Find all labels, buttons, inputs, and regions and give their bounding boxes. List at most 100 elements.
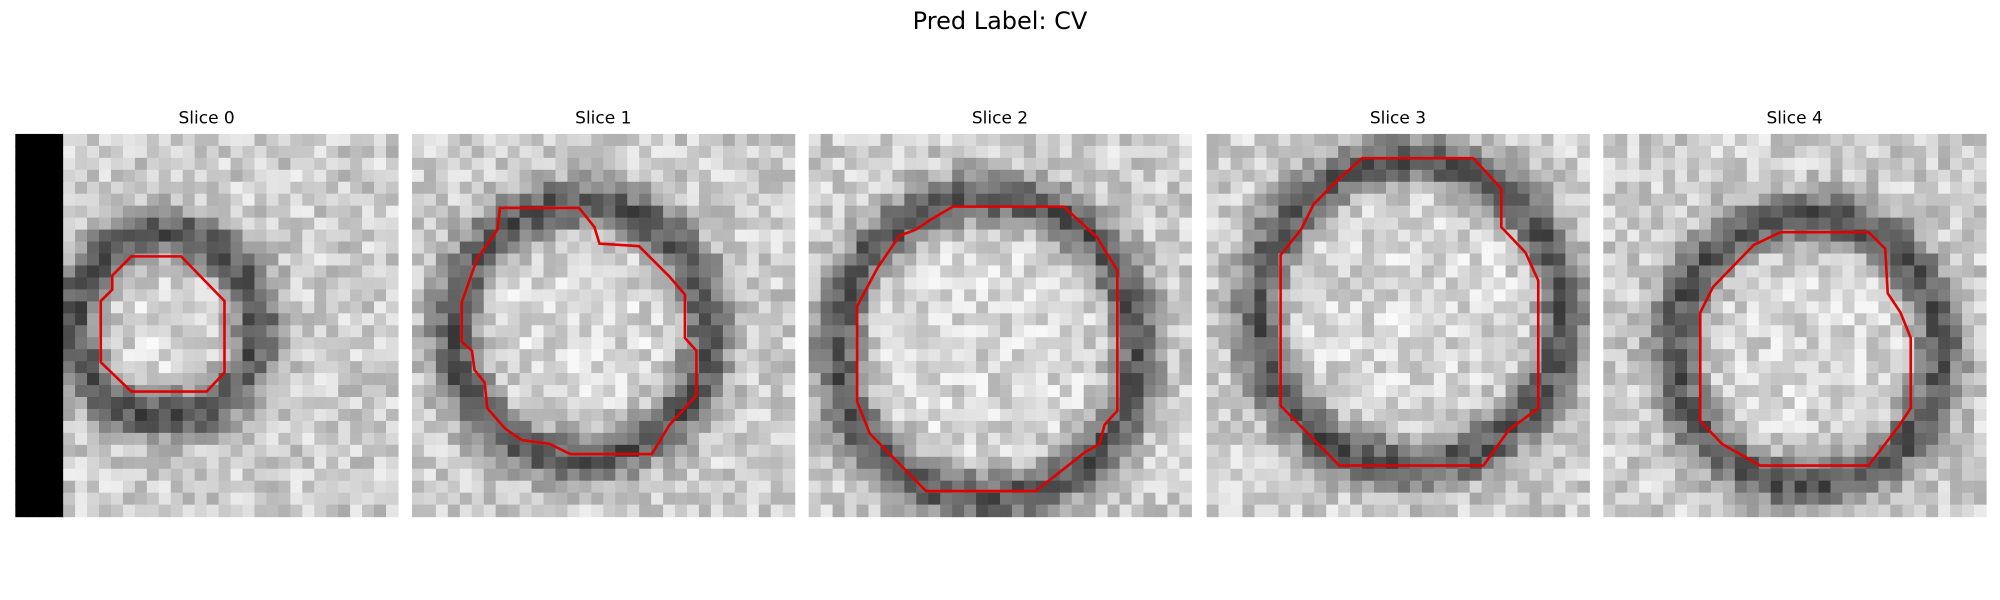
pixel: [603, 385, 616, 398]
pixel: [158, 432, 172, 446]
pixel: [651, 408, 664, 422]
pixel: [555, 217, 569, 231]
pixel: [1663, 444, 1676, 458]
pixel: [1131, 157, 1145, 171]
pixel: [808, 468, 822, 482]
pixel: [1131, 205, 1145, 219]
pixel: [892, 337, 905, 350]
pixel: [1746, 313, 1760, 326]
pixel: [134, 361, 148, 374]
pixel: [952, 313, 965, 326]
pixel: [782, 265, 796, 279]
pixel: [1433, 373, 1447, 386]
pixel: [746, 265, 760, 279]
pixel: [1433, 337, 1447, 350]
pixel: [110, 337, 124, 350]
pixel: [423, 468, 437, 482]
pixel: [1314, 217, 1327, 231]
pixel: [1878, 229, 1891, 243]
pixel: [1023, 277, 1037, 290]
pixel: [1902, 420, 1915, 434]
pixel: [1517, 241, 1531, 255]
pixel: [1254, 492, 1268, 506]
pixel: [1722, 397, 1736, 410]
pixel: [1675, 241, 1688, 255]
pixel: [411, 253, 425, 267]
pixel: [1278, 157, 1291, 171]
pixel: [782, 373, 796, 386]
pixel: [1866, 420, 1879, 434]
pixel: [651, 241, 664, 255]
pixel: [675, 468, 688, 482]
pixel: [1529, 480, 1543, 494]
pixel: [868, 456, 882, 470]
pixel: [1179, 325, 1192, 338]
pixel: [1179, 133, 1192, 147]
pixel: [1218, 265, 1232, 279]
pixel: [1302, 444, 1315, 458]
pixel: [1830, 373, 1844, 386]
pixel: [290, 265, 303, 279]
pixel: [15, 349, 28, 362]
pixel: [459, 157, 473, 171]
pixel: [1023, 468, 1037, 482]
pixel: [158, 361, 172, 374]
pixel: [1023, 456, 1037, 470]
pixel: [1000, 385, 1013, 398]
pixel: [1878, 385, 1891, 398]
pixel: [782, 408, 796, 422]
pixel: [1675, 361, 1688, 374]
pixel: [722, 313, 736, 326]
pixel: [1035, 277, 1049, 290]
pixel: [386, 301, 399, 314]
pixel: [242, 420, 256, 434]
pixel: [1794, 145, 1808, 159]
pixel: [782, 229, 796, 243]
pixel: [1866, 157, 1879, 171]
pixel: [302, 241, 315, 255]
pixel: [615, 277, 628, 290]
pixel: [27, 169, 40, 183]
pixel: [940, 289, 953, 302]
pixel: [1409, 169, 1423, 183]
pixel: [242, 480, 256, 494]
pixel: [1421, 480, 1435, 494]
pixel: [892, 205, 905, 219]
pixel: [1362, 241, 1375, 255]
pixel: [988, 408, 1001, 422]
pixel: [1457, 133, 1471, 147]
pixel: [1433, 241, 1447, 255]
pixel: [1338, 193, 1351, 207]
pixel: [1421, 277, 1435, 290]
pixel: [326, 277, 339, 290]
pixel: [1517, 444, 1531, 458]
pixel: [278, 444, 291, 458]
pixel: [278, 145, 291, 159]
pixel: [374, 253, 387, 267]
pixel: [579, 145, 592, 159]
pixel: [278, 169, 291, 183]
pixel: [158, 397, 172, 410]
pixel: [1302, 193, 1315, 207]
pixel: [1071, 157, 1085, 171]
pixel: [411, 337, 425, 350]
pixel: [254, 432, 268, 446]
pixel: [1167, 289, 1180, 302]
pixel: [1505, 313, 1519, 326]
pixel: [1023, 420, 1037, 434]
pixel: [423, 265, 437, 279]
pixel: [15, 373, 28, 386]
pixel: [1469, 289, 1483, 302]
pixel: [698, 468, 712, 482]
pixel: [1687, 313, 1700, 326]
pixel: [734, 229, 748, 243]
pixel: [687, 480, 700, 494]
pixel: [615, 241, 628, 255]
pixel: [1131, 253, 1145, 267]
pixel: [1830, 301, 1844, 314]
pixel: [904, 217, 917, 231]
pixel: [1179, 265, 1192, 279]
pixel: [675, 361, 688, 374]
pixel: [710, 385, 724, 398]
pixel: [1854, 408, 1867, 422]
